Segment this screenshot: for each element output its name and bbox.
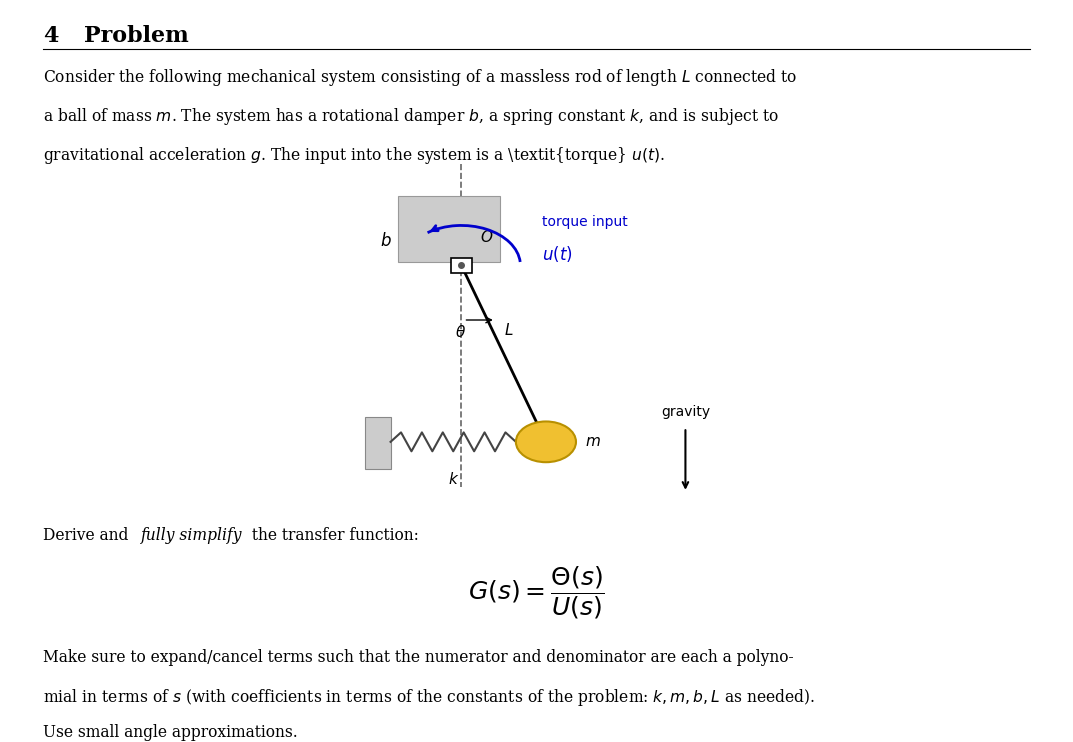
Text: $G(s) = \dfrac{\Theta(s)}{U(s)}$: $G(s) = \dfrac{\Theta(s)}{U(s)}$	[468, 565, 605, 621]
Text: $m$: $m$	[585, 435, 601, 449]
Text: gravitational acceleration $g$. The input into the system is a \textit{torque} $: gravitational acceleration $g$. The inpu…	[43, 145, 665, 166]
Text: $\theta$: $\theta$	[455, 324, 466, 340]
Bar	[398, 197, 500, 262]
Text: the transfer function:: the transfer function:	[247, 528, 418, 545]
Text: Make sure to expand/cancel terms such that the numerator and denominator are eac: Make sure to expand/cancel terms such th…	[43, 649, 794, 666]
Text: $u(t)$: $u(t)$	[542, 243, 573, 263]
Text: mial in terms of $s$ (with coefficients in terms of the constants of the problem: mial in terms of $s$ (with coefficients …	[43, 686, 815, 708]
Text: Problem: Problem	[84, 25, 189, 47]
Text: Use small angle approximations.: Use small angle approximations.	[43, 724, 297, 741]
Text: a ball of mass $m$. The system has a rotational damper $b$, a spring constant $k: a ball of mass $m$. The system has a rot…	[43, 106, 779, 127]
Text: Consider the following mechanical system consisting of a massless rod of length : Consider the following mechanical system…	[43, 67, 797, 88]
Text: $b$: $b$	[380, 232, 392, 249]
Bar	[451, 258, 472, 273]
Text: $k$: $k$	[447, 471, 459, 487]
Text: Derive and: Derive and	[43, 528, 133, 545]
Text: $O$: $O$	[480, 229, 493, 245]
Text: fully simplify: fully simplify	[141, 528, 242, 545]
Bar	[365, 417, 391, 470]
Text: torque input: torque input	[542, 215, 628, 229]
Circle shape	[516, 421, 576, 462]
Text: gravity: gravity	[661, 404, 710, 418]
Text: 4: 4	[43, 25, 58, 47]
Text: $L$: $L$	[504, 322, 514, 338]
